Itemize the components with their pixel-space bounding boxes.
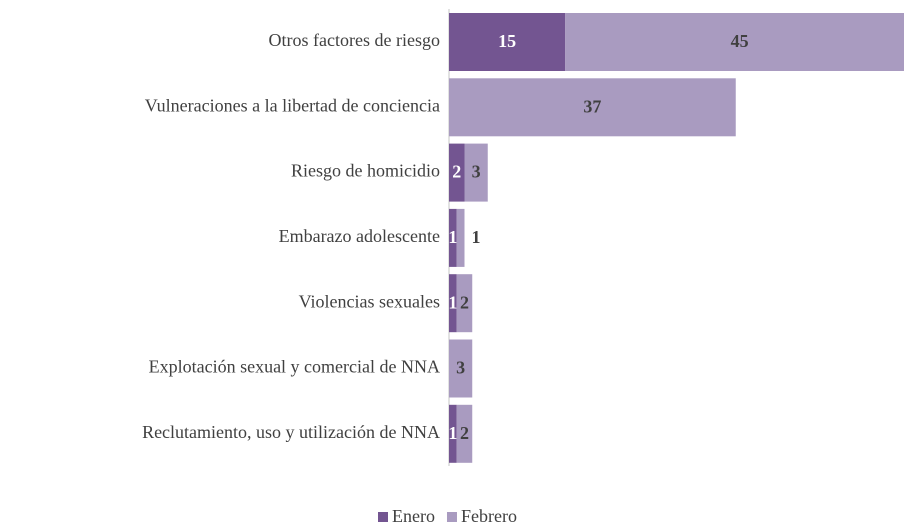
bar-segment bbox=[565, 13, 904, 71]
bar-segment bbox=[449, 404, 457, 463]
data-label: 45 bbox=[731, 31, 749, 51]
bar-segment bbox=[449, 78, 736, 137]
data-label: 1 bbox=[448, 227, 457, 247]
category-label: Otros factores de riesgo bbox=[269, 30, 440, 50]
data-label: 15 bbox=[498, 31, 516, 51]
legend-label: Enero bbox=[392, 506, 435, 526]
data-label: 37 bbox=[583, 96, 601, 116]
bar-segment bbox=[464, 143, 488, 202]
category-label: Explotación sexual y comercial de NNA bbox=[149, 357, 440, 377]
bar-segment bbox=[449, 208, 457, 267]
legend-swatch bbox=[378, 512, 388, 522]
category-label: Riesgo de homicidio bbox=[291, 161, 440, 181]
category-label: Violencias sexuales bbox=[299, 291, 440, 311]
bar-segment bbox=[456, 274, 473, 333]
data-label: 3 bbox=[456, 358, 465, 378]
bar-segment bbox=[449, 143, 465, 202]
legend-swatch bbox=[446, 512, 457, 522]
bar-segment bbox=[449, 339, 473, 398]
category-label: Embarazo adolescente bbox=[279, 226, 440, 246]
data-label: 1 bbox=[448, 292, 457, 312]
data-label: 2 bbox=[460, 292, 469, 312]
bar-segment bbox=[456, 404, 473, 463]
category-label: Vulneraciones a la libertad de concienci… bbox=[145, 95, 440, 115]
category-label: Reclutamiento, uso y utilización de NNA bbox=[142, 422, 440, 442]
data-label: 1 bbox=[448, 423, 457, 443]
data-label: 1 bbox=[472, 227, 481, 247]
bar-segment bbox=[456, 208, 465, 267]
bar-segment bbox=[449, 274, 457, 333]
legend-label: Febrero bbox=[461, 506, 517, 526]
bar-segment bbox=[449, 13, 566, 71]
data-label: 3 bbox=[472, 162, 481, 182]
data-label: 2 bbox=[460, 423, 469, 443]
data-label: 2 bbox=[452, 162, 461, 182]
